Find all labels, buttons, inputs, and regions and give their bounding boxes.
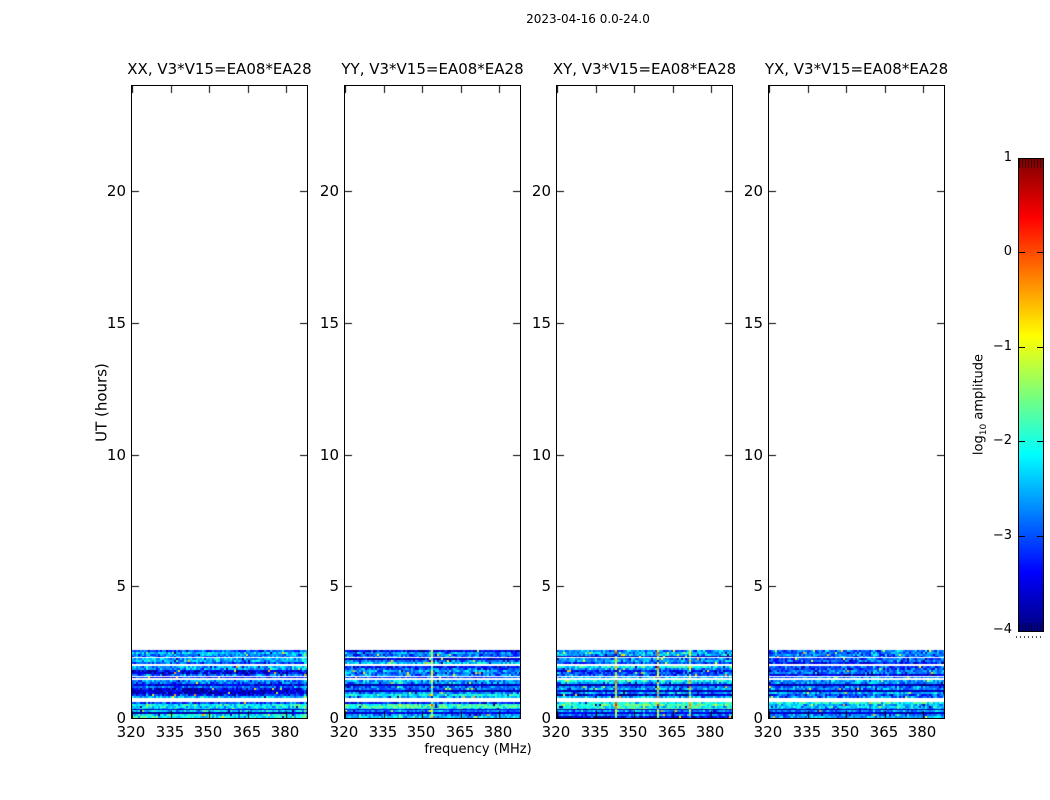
panel-xy bbox=[556, 85, 733, 719]
x-tick-label-yx-335: 335 bbox=[792, 723, 822, 741]
colorbar-tick-left bbox=[1019, 536, 1025, 537]
x-tick-label-xx-335: 335 bbox=[155, 723, 185, 741]
spectrogram-canvas-yy bbox=[345, 86, 520, 718]
spectrogram-canvas-xx bbox=[132, 86, 307, 718]
x-tick-label-xy-380: 380 bbox=[695, 723, 725, 741]
colorbar-underflow-dots bbox=[1016, 636, 1044, 638]
y-tick-label-xy-5: 5 bbox=[541, 577, 551, 595]
colorbar-axis-label: log10 amplitude bbox=[971, 340, 990, 470]
plot-suptitle: 2023-04-16 0.0-24.0 bbox=[526, 12, 650, 26]
colorbar-tick-right bbox=[1037, 252, 1043, 253]
y-axis-label: UT (hours) bbox=[92, 363, 111, 442]
panel-xx bbox=[131, 85, 308, 719]
y-tick-label-yx-15: 15 bbox=[743, 314, 763, 332]
panel-title-yx: YX, V3*V15=EA08*EA28 bbox=[764, 60, 949, 78]
colorbar-tick-label-−1: −1 bbox=[992, 339, 1012, 354]
colorbar-label-pre: log bbox=[971, 435, 987, 456]
y-tick-label-xy-0: 0 bbox=[541, 709, 551, 727]
y-tick-label-xx-10: 10 bbox=[106, 446, 126, 464]
x-tick-label-xx-350: 350 bbox=[193, 723, 223, 741]
y-tick-label-yy-0: 0 bbox=[329, 709, 339, 727]
y-tick-label-xx-0: 0 bbox=[116, 709, 126, 727]
x-tick-label-yx-380: 380 bbox=[907, 723, 937, 741]
y-tick-label-yx-5: 5 bbox=[753, 577, 763, 595]
x-tick-label-xx-380: 380 bbox=[270, 723, 300, 741]
spectrogram-canvas-yx bbox=[769, 86, 944, 718]
y-tick-label-xx-15: 15 bbox=[106, 314, 126, 332]
y-tick-label-yy-10: 10 bbox=[319, 446, 339, 464]
colorbar-tick-label-1: 1 bbox=[1003, 150, 1012, 165]
colorbar-label-sub: 10 bbox=[979, 423, 990, 436]
colorbar-tick-label-−3: −3 bbox=[992, 528, 1012, 543]
y-tick-label-xx-5: 5 bbox=[116, 577, 126, 595]
y-tick-label-yy-5: 5 bbox=[329, 577, 339, 595]
x-axis-label: frequency (MHz) bbox=[424, 742, 532, 757]
panel-yx bbox=[768, 85, 945, 719]
x-tick-label-yy-350: 350 bbox=[406, 723, 436, 741]
y-tick-label-yx-20: 20 bbox=[743, 182, 763, 200]
x-tick-label-yy-365: 365 bbox=[445, 723, 475, 741]
y-tick-label-yx-0: 0 bbox=[753, 709, 763, 727]
colorbar-top-hatch bbox=[1019, 159, 1043, 168]
colorbar-tick-label-−4: −4 bbox=[992, 622, 1012, 637]
x-tick-label-xy-365: 365 bbox=[657, 723, 687, 741]
x-tick-label-yy-320: 320 bbox=[329, 723, 359, 741]
colorbar-tick-right bbox=[1037, 347, 1043, 348]
colorbar-tick-right bbox=[1037, 536, 1043, 537]
colorbar-tick-label-−2: −2 bbox=[992, 433, 1012, 448]
panel-title-yy: YY, V3*V15=EA08*EA28 bbox=[341, 60, 524, 78]
x-tick-label-xy-335: 335 bbox=[580, 723, 610, 741]
y-tick-label-yy-15: 15 bbox=[319, 314, 339, 332]
colorbar-tick-left bbox=[1019, 252, 1025, 253]
y-tick-label-yy-20: 20 bbox=[319, 182, 339, 200]
colorbar-bottom-hatch bbox=[1019, 623, 1043, 631]
colorbar bbox=[1018, 158, 1044, 632]
y-tick-label-xy-15: 15 bbox=[531, 314, 551, 332]
x-tick-label-yy-335: 335 bbox=[368, 723, 398, 741]
x-tick-label-yy-380: 380 bbox=[483, 723, 513, 741]
x-tick-label-xy-320: 320 bbox=[541, 723, 571, 741]
x-tick-label-xx-320: 320 bbox=[116, 723, 146, 741]
panel-yy bbox=[344, 85, 521, 719]
x-tick-label-yx-365: 365 bbox=[869, 723, 899, 741]
colorbar-label-post: amplitude bbox=[971, 353, 987, 424]
y-tick-label-xy-20: 20 bbox=[531, 182, 551, 200]
y-tick-label-xx-20: 20 bbox=[106, 182, 126, 200]
spectrogram-canvas-xy bbox=[557, 86, 732, 718]
colorbar-tick-label-0: 0 bbox=[1003, 244, 1012, 259]
colorbar-tick-right bbox=[1037, 441, 1043, 442]
x-tick-label-xy-350: 350 bbox=[618, 723, 648, 741]
y-tick-label-xy-10: 10 bbox=[531, 446, 551, 464]
panel-title-xy: XY, V3*V15=EA08*EA28 bbox=[552, 60, 737, 78]
panel-title-xx: XX, V3*V15=EA08*EA28 bbox=[127, 60, 312, 78]
x-tick-label-yx-320: 320 bbox=[753, 723, 783, 741]
y-tick-label-yx-10: 10 bbox=[743, 446, 763, 464]
colorbar-tick-left bbox=[1019, 347, 1025, 348]
colorbar-tick-left bbox=[1019, 441, 1025, 442]
x-tick-label-xx-365: 365 bbox=[232, 723, 262, 741]
x-tick-label-yx-350: 350 bbox=[830, 723, 860, 741]
